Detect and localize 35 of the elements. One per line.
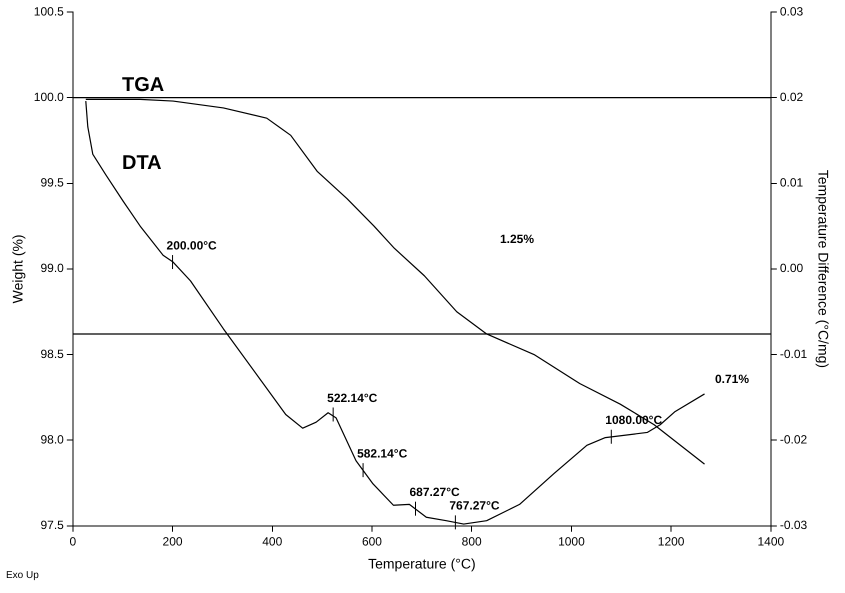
y2-tick-label: 0.00	[780, 261, 804, 276]
y2-tick-label: -0.01	[780, 346, 808, 361]
x-tick-label: 1200	[658, 534, 685, 548]
annotation: 1.25%	[500, 232, 534, 246]
x-tick-label: 400	[262, 534, 283, 548]
x-axis-title: Temperature (°C)	[368, 555, 476, 572]
y-tick-label: 98.5	[40, 346, 64, 361]
y-tick-label: 100.5	[34, 4, 64, 18]
y2-axis-title: Temperature Difference (°C/mg)	[816, 170, 832, 368]
y2-tick-label: 0.03	[780, 4, 804, 18]
x-tick-label: 1000	[558, 534, 586, 548]
text: Exo Up	[6, 570, 39, 581]
x-tick-label: 200	[162, 534, 183, 548]
y-tick-label: 99.5	[40, 176, 64, 190]
y2-tick-label: -0.02	[780, 432, 808, 446]
annotation: DTA	[122, 152, 162, 175]
annotation: 200.00°C	[166, 238, 218, 252]
annotation: 522.14°C	[327, 390, 378, 405]
y2-tick-label: 0.01	[780, 176, 804, 190]
annotation: 767.27°C	[449, 498, 500, 513]
y-tick-label: 100.0	[34, 90, 64, 104]
x-tick-label: 600	[362, 534, 382, 548]
y-tick-label: 99.0	[40, 261, 64, 276]
annotation: TGA	[122, 74, 164, 97]
annotation: 0.71%	[715, 372, 750, 386]
y-axis-title: Weight (%)	[9, 234, 26, 304]
y-tick-label: 97.5	[40, 518, 64, 532]
x-tick-label: 0	[69, 534, 76, 548]
y2-tick-label: 0.02	[780, 90, 804, 104]
y-tick-label: 98.0	[40, 432, 64, 446]
x-tick-label: 1400	[757, 534, 785, 548]
x-tick-label: 800	[462, 534, 482, 548]
y2-tick-label: -0.03	[780, 518, 808, 532]
annotation: 687.27°C	[409, 484, 460, 499]
annotation: 582.14°C	[357, 446, 408, 460]
